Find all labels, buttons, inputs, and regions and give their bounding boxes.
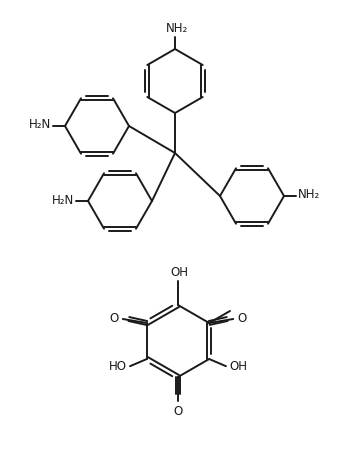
Text: OH: OH: [229, 360, 247, 373]
Text: NH₂: NH₂: [166, 22, 188, 35]
Text: NH₂: NH₂: [298, 188, 320, 202]
Text: H₂N: H₂N: [29, 119, 51, 131]
Text: H₂N: H₂N: [52, 194, 74, 206]
Text: OH: OH: [170, 266, 188, 279]
Text: HO: HO: [109, 360, 127, 373]
Text: O: O: [173, 405, 183, 418]
Text: O: O: [109, 311, 119, 325]
Text: O: O: [237, 311, 246, 325]
